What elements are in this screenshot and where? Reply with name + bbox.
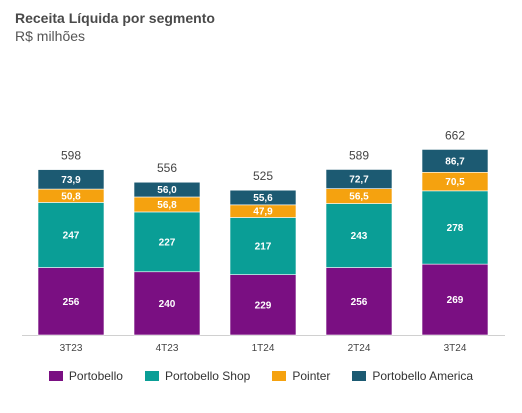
data-label: 72,7 <box>349 175 369 186</box>
legend-label: Portobello Shop <box>164 369 251 383</box>
x-tick-label: 3T23 <box>60 343 83 354</box>
x-tick-label: 1T24 <box>252 343 275 354</box>
legend-item-portobello-america: Portobello America <box>352 369 473 383</box>
total-label: 525 <box>253 169 273 183</box>
legend-item-pointer: Pointer <box>272 369 330 383</box>
data-label: 217 <box>255 242 272 253</box>
data-label: 278 <box>447 223 464 234</box>
x-tick-label: 3T24 <box>444 343 467 354</box>
chart-title: Receita Líquida por segmento <box>15 10 215 26</box>
legend-label: Portobello <box>68 369 123 383</box>
bar-segment <box>325 203 393 268</box>
bar-segment <box>421 263 489 336</box>
bar-segment <box>229 274 297 336</box>
bar-segment <box>37 267 105 336</box>
chart-legend: Portobello Portobello Shop Pointer Porto… <box>0 369 522 383</box>
data-label: 56,5 <box>349 192 369 203</box>
bar-segment <box>325 169 393 189</box>
legend-label: Portobello America <box>372 369 474 383</box>
bar-segment <box>133 211 201 273</box>
data-label: 256 <box>351 297 368 308</box>
total-label: 589 <box>349 148 369 162</box>
legend-item-portobello: Portobello <box>48 369 123 383</box>
bar-segment <box>229 189 297 206</box>
data-label: 229 <box>255 300 272 311</box>
data-label: 73,9 <box>61 175 81 186</box>
total-label: 556 <box>157 161 177 175</box>
legend-label: Pointer <box>292 369 331 383</box>
data-label: 227 <box>159 237 176 248</box>
bar-segment <box>37 169 105 190</box>
data-label: 256 <box>63 297 80 308</box>
data-label: 56,8 <box>157 200 177 211</box>
x-tick-label: 2T24 <box>348 343 371 354</box>
legend-item-portobello-shop: Portobello Shop <box>144 369 251 383</box>
legend-swatch <box>48 371 63 381</box>
total-label: 662 <box>445 128 465 142</box>
bar-segment <box>133 181 201 198</box>
data-label: 86,7 <box>445 156 465 167</box>
bar-segment <box>421 149 489 173</box>
data-label: 47,9 <box>253 207 273 218</box>
data-label: 269 <box>447 295 464 306</box>
legend-swatch <box>352 371 367 381</box>
x-tick-label: 4T23 <box>156 343 179 354</box>
total-label: 598 <box>61 149 81 163</box>
data-label: 247 <box>63 231 80 242</box>
data-label: 243 <box>351 231 368 242</box>
bar-segment <box>229 217 297 275</box>
chart-subtitle: R$ milhões <box>15 28 86 44</box>
data-label: 56,0 <box>157 185 177 196</box>
bar-segment <box>325 267 393 336</box>
data-label: 50,8 <box>61 191 81 202</box>
legend-swatch <box>272 371 287 381</box>
data-label: 70,5 <box>445 177 465 188</box>
data-label: 55,6 <box>253 193 273 204</box>
legend-swatch <box>144 371 159 381</box>
data-label: 240 <box>159 299 176 310</box>
